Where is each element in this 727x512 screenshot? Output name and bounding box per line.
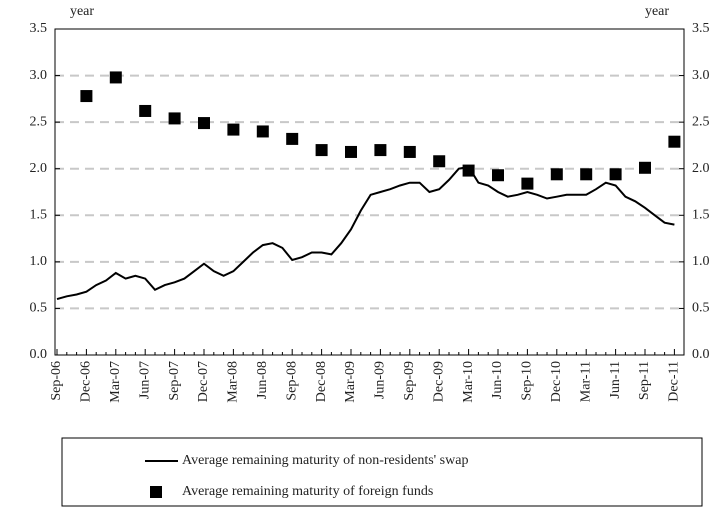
square-marker: [109, 71, 122, 84]
square-marker: [580, 168, 593, 181]
legend-box: [61, 437, 703, 507]
y2-axis-label: year: [645, 4, 669, 19]
square-marker: [198, 117, 210, 130]
legend-square: [150, 486, 162, 498]
y-tick-label: 1.5: [30, 208, 48, 223]
y2-tick-label: 2.0: [692, 161, 710, 176]
y-tick-label: 3.0: [30, 68, 48, 83]
x-tick-label: Sep-08: [284, 361, 299, 401]
square-marker: [374, 144, 387, 157]
x-tick-label: Dec-10: [549, 361, 564, 402]
x-tick-label: Sep-09: [402, 361, 417, 401]
square-marker: [168, 112, 181, 125]
square-marker: [345, 145, 357, 158]
square-marker: [609, 168, 622, 181]
square-marker: [80, 90, 93, 103]
x-tick-label: Dec-11: [667, 361, 682, 402]
x-tick-label: Sep-10: [520, 361, 535, 401]
square-marker: [668, 135, 681, 148]
square-marker: [433, 155, 446, 168]
x-tick-label: Dec-07: [196, 361, 211, 402]
y2-tick-label: 2.5: [692, 114, 710, 129]
x-tick-label: Dec-06: [79, 361, 94, 402]
legend-label: Average remaining maturity of non-reside…: [182, 453, 468, 468]
y2-tick-label: 0.5: [692, 301, 710, 316]
x-tick-label: Mar-08: [226, 361, 241, 403]
x-tick-label: Jun-09: [373, 361, 388, 399]
y-tick-label: 2.0: [30, 161, 48, 176]
y-tick-label: 0.0: [30, 347, 48, 362]
x-tick-label: Jun-11: [608, 361, 623, 399]
y2-tick-label: 1.5: [692, 208, 710, 223]
y2-tick-label: 0.0: [692, 347, 710, 362]
plot-frame: [54, 28, 685, 356]
x-tick-label: Sep-11: [637, 361, 652, 400]
square-marker: [256, 125, 269, 138]
square-marker: [550, 168, 563, 181]
line-series: [56, 165, 675, 301]
y2-tick-label: 3.0: [692, 68, 710, 83]
y2-tick-label: 3.5: [692, 21, 710, 36]
y-tick-label: 2.5: [30, 114, 48, 129]
x-tick-label: Mar-11: [578, 361, 593, 402]
square-marker: [286, 132, 299, 145]
y-axis-label: year: [70, 4, 94, 19]
square-marker: [462, 164, 475, 177]
square-marker: [139, 104, 152, 117]
x-tick-label: Dec-08: [314, 361, 329, 402]
square-marker: [403, 145, 416, 158]
square-marker: [492, 169, 504, 182]
legend-label: Average remaining maturity of foreign fu…: [182, 484, 433, 499]
x-tick-label: Mar-09: [343, 361, 358, 403]
x-tick-label: Sep-07: [167, 361, 182, 401]
square-marker: [227, 123, 240, 136]
x-tick-label: Jun-07: [137, 361, 152, 399]
x-tick-label: Jun-10: [490, 361, 505, 399]
x-tick-label: Jun-08: [255, 361, 270, 399]
x-tick-label: Mar-10: [461, 361, 476, 403]
x-tick-label: Mar-07: [108, 361, 123, 403]
y-tick-label: 0.5: [30, 301, 48, 316]
y-tick-label: 1.0: [30, 254, 48, 269]
square-marker: [315, 144, 328, 157]
square-marker: [639, 161, 651, 174]
y2-tick-label: 1.0: [692, 254, 710, 269]
x-tick-label: Sep-06: [49, 361, 64, 401]
x-tick-label: Dec-09: [431, 361, 446, 402]
square-marker: [521, 177, 534, 190]
y-tick-label: 3.5: [30, 21, 48, 36]
